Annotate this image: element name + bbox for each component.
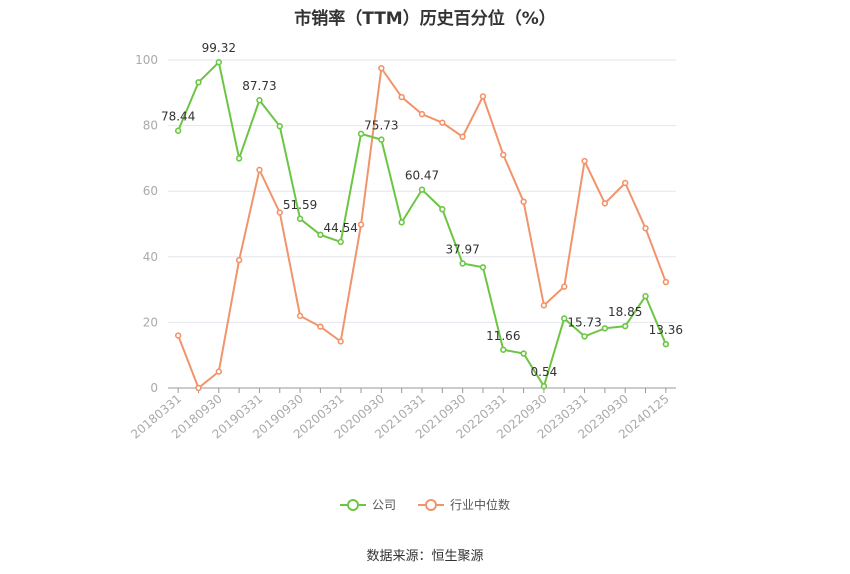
data-point-industry-median[interactable] — [459, 133, 466, 140]
legend-label-industry-median: 行业中位数 — [450, 498, 511, 512]
legend-item-industry-median[interactable]: 行业中位数 — [418, 496, 510, 513]
data-point-industry-median[interactable] — [439, 119, 446, 126]
data-point-company[interactable] — [520, 350, 527, 357]
data-point-industry-median[interactable] — [418, 110, 426, 118]
data-label: 99.32 — [202, 41, 236, 55]
data-point-industry-median[interactable] — [601, 200, 609, 207]
legend: 公司 行业中位数 — [0, 496, 850, 513]
data-point-industry-median[interactable] — [357, 221, 365, 228]
data-point-company[interactable] — [337, 238, 344, 246]
data-point-company[interactable] — [500, 346, 507, 353]
data-point-company[interactable] — [174, 127, 182, 134]
data-point-company[interactable] — [296, 215, 304, 222]
legend-swatch-company — [339, 498, 366, 511]
data-label: 78.44 — [161, 110, 195, 124]
legend-item-company[interactable]: 公司 — [339, 496, 396, 513]
data-point-industry-median[interactable] — [500, 151, 507, 158]
data-point-industry-median[interactable] — [215, 368, 223, 375]
data-point-industry-median[interactable] — [520, 198, 527, 205]
data-point-industry-median[interactable] — [378, 64, 385, 72]
data-point-company[interactable] — [642, 292, 649, 300]
data-point-company[interactable] — [459, 260, 466, 267]
data-point-company[interactable] — [276, 123, 283, 130]
data-label: 15.73 — [567, 315, 601, 329]
data-point-industry-median[interactable] — [479, 93, 487, 100]
data-point-industry-median[interactable] — [581, 157, 588, 165]
data-point-industry-median[interactable] — [662, 278, 670, 286]
y-tick-label: 80 — [143, 119, 158, 133]
legend-label-company: 公司 — [371, 498, 396, 512]
data-point-industry-median[interactable] — [642, 225, 649, 232]
data-point-company[interactable] — [418, 186, 426, 193]
y-tick-label: 20 — [143, 315, 158, 329]
data-label: 13.36 — [649, 323, 683, 337]
data-point-company[interactable] — [398, 219, 405, 226]
data-point-company[interactable] — [235, 155, 243, 162]
data-point-company[interactable] — [621, 322, 629, 330]
data-point-company[interactable] — [195, 79, 202, 86]
data-point-company[interactable] — [215, 59, 223, 66]
data-label: 37.97 — [445, 242, 479, 256]
data-point-industry-median[interactable] — [561, 283, 568, 290]
data-label: 0.54 — [531, 365, 558, 379]
legend-swatch-industry-median — [418, 498, 444, 511]
data-point-industry-median[interactable] — [398, 93, 405, 101]
data-point-industry-median[interactable] — [276, 209, 283, 216]
data-point-industry-median[interactable] — [337, 338, 344, 345]
data-label: 44.54 — [324, 221, 358, 235]
data-label: 11.66 — [486, 329, 520, 343]
data-point-company[interactable] — [479, 264, 487, 271]
data-point-industry-median[interactable] — [174, 332, 182, 339]
data-point-company[interactable] — [357, 130, 365, 138]
data-point-company[interactable] — [561, 315, 568, 322]
data-point-industry-median[interactable] — [256, 166, 263, 174]
data-source: 数据来源：恒生聚源 — [366, 549, 484, 564]
data-label: 87.73 — [242, 79, 276, 93]
data-point-company[interactable] — [317, 231, 324, 239]
data-point-company[interactable] — [601, 325, 609, 332]
y-tick-label: 0 — [150, 381, 158, 395]
data-point-company[interactable] — [540, 383, 548, 390]
chart-title: 市销率（TTM）历史百分位（%） — [294, 9, 556, 29]
data-label: 75.73 — [364, 119, 398, 133]
y-tick-label: 100 — [135, 53, 158, 67]
data-point-company[interactable] — [439, 206, 446, 213]
y-tick-label: 40 — [143, 250, 158, 264]
data-label: 51.59 — [283, 198, 317, 212]
series-line-company — [177, 60, 667, 389]
data-point-company[interactable] — [581, 333, 588, 340]
data-point-company[interactable] — [662, 340, 670, 348]
data-label: 60.47 — [405, 169, 439, 183]
data-label: 18.85 — [608, 305, 642, 319]
data-point-company[interactable] — [256, 97, 263, 104]
data-point-industry-median[interactable] — [195, 384, 202, 392]
data-point-industry-median[interactable] — [317, 323, 324, 330]
data-point-company[interactable] — [378, 136, 385, 143]
y-tick-label: 60 — [143, 184, 158, 198]
data-point-industry-median[interactable] — [296, 312, 304, 320]
data-point-industry-median[interactable] — [235, 256, 243, 264]
data-point-industry-median[interactable] — [621, 179, 629, 187]
data-point-industry-median[interactable] — [540, 302, 548, 309]
